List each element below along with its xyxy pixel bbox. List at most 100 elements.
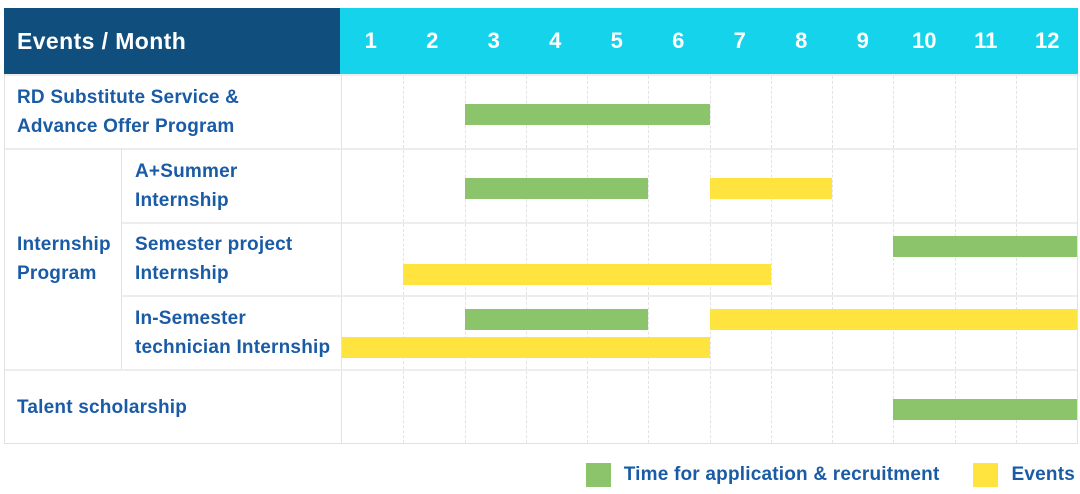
row-label-text: Talent scholarship [5, 393, 187, 422]
event-bar [709, 309, 1077, 331]
month-gridline [1015, 223, 1017, 296]
timeline-semester-project-internship [341, 221, 1077, 296]
month-header-cell: 8 [795, 28, 808, 53]
timeline-a-plus-summer-internship [341, 147, 1077, 222]
month-header-cell: 1 [364, 28, 377, 53]
event-bar [342, 337, 710, 359]
month-header-cell: 12 [1035, 28, 1060, 53]
month-gridline [587, 371, 588, 443]
recruitment-bar [893, 235, 1077, 257]
label-line: Internship [135, 189, 229, 211]
label-line: RD Substitute Service & [17, 86, 240, 108]
row-label-a-plus-summer-internship: A+Summer Internship [121, 147, 341, 222]
recruitment-bar [464, 103, 710, 125]
recruitment-bar [464, 177, 649, 199]
month-gridline [832, 223, 833, 296]
legend-swatch-events [973, 463, 999, 487]
label-line: Semester project [135, 234, 293, 256]
label-line: In-Semester [135, 308, 246, 330]
month-gridline [403, 149, 405, 222]
month-gridline [770, 371, 772, 443]
group-label-internship-program: Internship Program [5, 147, 121, 369]
month-gridline [1015, 149, 1017, 222]
event-bar [403, 263, 771, 285]
month-header-cell: 2 [426, 28, 439, 53]
label-line: Internship [17, 234, 111, 256]
month-gridline [954, 223, 956, 296]
month-gridline [954, 149, 956, 222]
legend-swatch-recruitment [585, 463, 611, 487]
month-gridline [525, 297, 527, 370]
month-gridline [587, 297, 588, 370]
timeline-in-semester-technician-internship [341, 295, 1077, 370]
month-gridline [954, 297, 956, 370]
label-line: Advance Offer Program [17, 115, 235, 137]
month-gridline [1015, 76, 1017, 148]
group-label-text: Internship Program [5, 230, 111, 288]
month-header-cell: 6 [672, 28, 685, 53]
month-header-cell: 9 [856, 28, 869, 53]
month-gridline [893, 149, 895, 222]
row-label-text: In-Semester technician Internship [122, 304, 330, 362]
month-gridline [648, 149, 650, 222]
month-gridline [525, 371, 527, 443]
month-gridline [832, 371, 833, 443]
month-gridline [403, 297, 405, 370]
month-header-cell: 5 [610, 28, 623, 53]
month-gridline [587, 223, 588, 296]
row-label-semester-project-internship: Semester project Internship [121, 221, 341, 296]
month-gridline [525, 223, 527, 296]
month-gridline [464, 297, 466, 370]
row-label-rd-substitute-service: RD Substitute Service & Advance Offer Pr… [5, 74, 341, 148]
month-header-cell: 7 [733, 28, 746, 53]
month-gridline [464, 223, 466, 296]
month-gridline [770, 297, 772, 370]
events-month-table: Events / Month 1 2 3 4 5 6 7 8 9 10 11 12 RD Substi… [4, 8, 1078, 444]
month-gridline [770, 223, 772, 296]
month-header-cell: 10 [912, 28, 937, 53]
table-header-row: Events / Month 1 2 3 4 5 6 7 8 9 10 11 12 [4, 8, 1078, 74]
month-gridline [648, 297, 650, 370]
table-body: RD Substitute Service & Advance Offer Pr… [4, 74, 1078, 444]
month-gridline [832, 76, 833, 148]
month-header-cell: 3 [487, 28, 500, 53]
month-header-row: 1 2 3 4 5 6 7 8 9 10 11 12 [340, 8, 1078, 74]
month-gridline [403, 371, 405, 443]
month-gridline [709, 371, 711, 443]
legend: Time for application & recruitment Event… [585, 463, 1075, 487]
month-gridline [709, 223, 711, 296]
month-gridline [709, 76, 711, 148]
month-gridline [770, 76, 772, 148]
recruitment-bar [893, 399, 1077, 421]
month-gridline [1015, 297, 1017, 370]
month-gridline [403, 76, 405, 148]
month-gridline [832, 297, 833, 370]
month-header-cell: 4 [549, 28, 562, 53]
month-gridline [464, 371, 466, 443]
row-label-talent-scholarship: Talent scholarship [5, 369, 341, 443]
month-gridline [832, 149, 833, 222]
legend-label-recruitment: Time for application & recruitment [623, 464, 940, 485]
legend-item-recruitment: Time for application & recruitment [585, 463, 940, 487]
month-gridline [954, 76, 956, 148]
month-gridline [403, 223, 405, 296]
label-line: Internship [135, 263, 229, 285]
label-line: A+Summer [135, 160, 238, 182]
legend-label-events: Events [1011, 464, 1075, 485]
row-label-text: RD Substitute Service & Advance Offer Pr… [5, 83, 239, 141]
month-gridline [709, 297, 711, 370]
row-label-text: Semester project Internship [122, 230, 292, 288]
legend-item-events: Events [973, 463, 1075, 487]
timeline-rd-substitute-service [341, 74, 1077, 148]
month-gridline [893, 76, 895, 148]
timeline-talent-scholarship [341, 369, 1077, 443]
month-gridline [648, 223, 650, 296]
month-gridline [648, 371, 650, 443]
header-events-month-cell: Events / Month [4, 8, 340, 74]
label-line: Program [17, 263, 97, 285]
month-gridline [893, 297, 895, 370]
month-gridline [893, 223, 895, 296]
row-label-in-semester-technician-internship: In-Semester technician Internship [121, 295, 341, 370]
month-header-cell: 11 [974, 28, 998, 53]
